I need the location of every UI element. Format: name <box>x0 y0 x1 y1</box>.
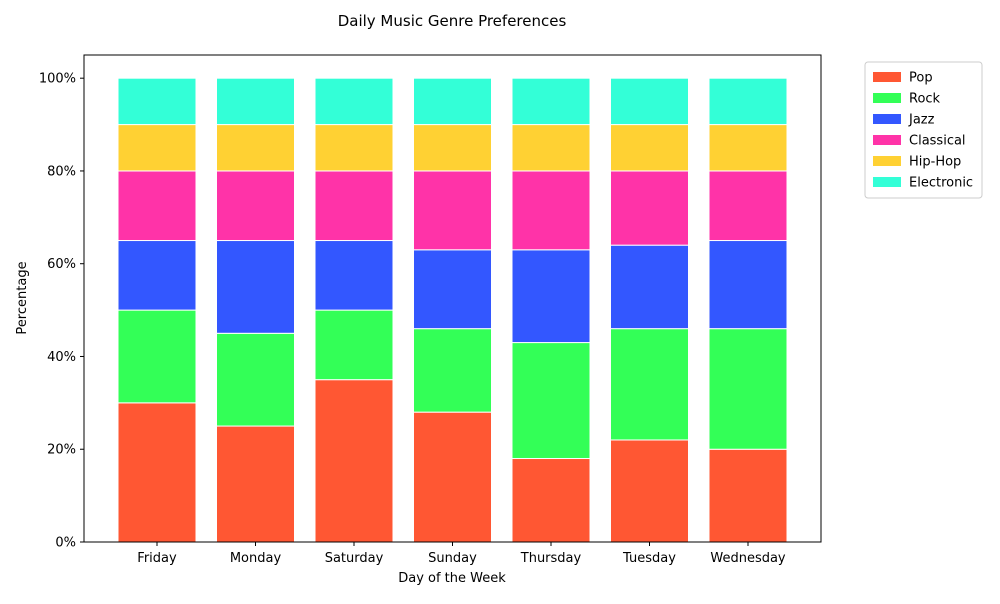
bar-hip-hop-tuesday <box>610 124 689 172</box>
bar-rock-monday <box>216 332 295 427</box>
x-tick-label-thursday: Thursday <box>520 551 582 566</box>
bars-layer <box>117 77 788 543</box>
legend-swatch-rock <box>873 93 901 103</box>
y-axis-label: Percentage <box>15 261 30 334</box>
bar-rock-wednesday <box>708 328 788 450</box>
bar-classical-tuesday <box>610 170 689 246</box>
bar-rock-sunday <box>413 328 492 413</box>
bar-hip-hop-thursday <box>511 124 591 172</box>
bar-electronic-sunday <box>413 77 492 126</box>
legend-label-classical: Classical <box>909 134 966 149</box>
bar-electronic-tuesday <box>610 77 689 126</box>
x-tick-label-monday: Monday <box>230 551 282 566</box>
bar-hip-hop-saturday <box>314 124 394 172</box>
bar-rock-tuesday <box>610 328 689 441</box>
bar-rock-saturday <box>314 309 394 381</box>
bar-jazz-monday <box>216 240 295 334</box>
bar-pop-tuesday <box>610 439 689 543</box>
y-tick-label: 20% <box>47 443 76 458</box>
x-tick-label-saturday: Saturday <box>325 551 384 566</box>
x-axis: Friday Monday Saturday Sunday Thursday Tuesda… <box>137 542 786 566</box>
x-tick-label-wednesday: Wednesday <box>710 551 786 566</box>
bar-classical-friday <box>117 170 197 242</box>
bar-pop-thursday <box>511 458 591 543</box>
x-tick-label-tuesday: Tuesday <box>622 551 676 566</box>
bar-electronic-monday <box>216 77 295 126</box>
bar-classical-saturday <box>314 170 394 242</box>
bar-jazz-wednesday <box>708 240 788 330</box>
legend-label-jazz: Jazz <box>908 113 935 128</box>
y-tick-label: 0% <box>55 536 76 551</box>
x-tick-label-friday: Friday <box>137 551 177 566</box>
bar-jazz-sunday <box>413 249 492 330</box>
bar-electronic-wednesday <box>708 77 788 126</box>
bar-hip-hop-wednesday <box>708 124 788 172</box>
bar-hip-hop-sunday <box>413 124 492 172</box>
legend-label-pop: Pop <box>909 71 933 86</box>
legend-label-electronic: Electronic <box>909 176 973 191</box>
legend-swatch-pop <box>873 72 901 82</box>
y-axis: 0% 20% 40% 60% 80% 100% <box>39 72 84 551</box>
bar-pop-sunday <box>413 411 492 543</box>
bar-pop-friday <box>117 402 197 543</box>
legend-swatch-jazz <box>873 114 901 124</box>
bar-classical-monday <box>216 170 295 242</box>
bar-classical-thursday <box>511 170 591 251</box>
bar-jazz-friday <box>117 240 197 311</box>
bar-hip-hop-monday <box>216 124 295 172</box>
bar-jazz-saturday <box>314 240 394 311</box>
bar-hip-hop-friday <box>117 124 197 172</box>
x-axis-label: Day of the Week <box>398 571 506 586</box>
bar-pop-monday <box>216 425 295 543</box>
bar-electronic-friday <box>117 77 197 126</box>
bar-rock-thursday <box>511 342 591 460</box>
chart-title: Daily Music Genre Preferences <box>338 12 567 30</box>
y-tick-label: 40% <box>47 350 76 365</box>
y-tick-label: 100% <box>39 72 76 87</box>
legend-swatch-classical <box>873 135 901 145</box>
bar-pop-wednesday <box>708 448 788 543</box>
bar-pop-saturday <box>314 379 394 543</box>
bar-classical-sunday <box>413 170 492 251</box>
legend-swatch-electronic <box>873 177 901 187</box>
bar-classical-wednesday <box>708 170 788 242</box>
bar-rock-friday <box>117 309 197 404</box>
bar-jazz-thursday <box>511 249 591 344</box>
x-tick-label-sunday: Sunday <box>428 551 477 566</box>
legend: Pop Rock Jazz Classical Hip-Hop Electronic <box>864 61 983 199</box>
legend-label-rock: Rock <box>909 92 941 107</box>
y-tick-label: 80% <box>47 164 76 179</box>
bar-jazz-tuesday <box>610 244 689 330</box>
bar-electronic-thursday <box>511 77 591 126</box>
legend-label-hip-hop: Hip-Hop <box>909 155 961 170</box>
bar-electronic-saturday <box>314 77 394 126</box>
y-tick-label: 60% <box>47 257 76 272</box>
legend-swatch-hip-hop <box>873 156 901 166</box>
